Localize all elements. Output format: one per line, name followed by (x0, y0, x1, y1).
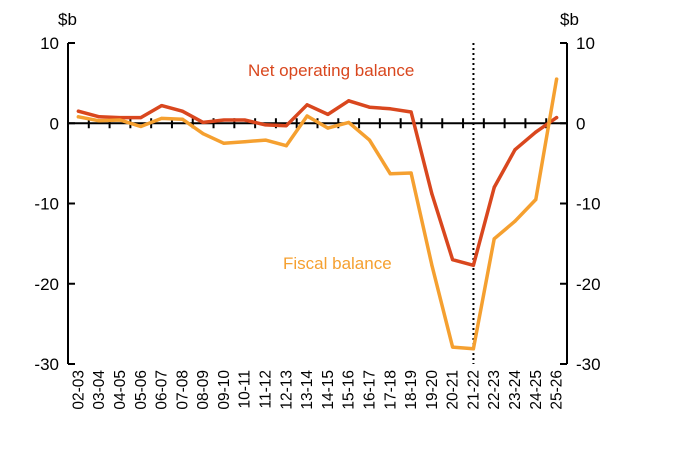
series-label-fiscal-balance: Fiscal balance (283, 254, 392, 273)
right-y-tick-label: -10 (576, 195, 601, 214)
data-point (388, 107, 392, 111)
data-point (118, 118, 122, 122)
data-point (367, 138, 372, 142)
data-point (243, 140, 247, 144)
x-tick-label: 11-12 (258, 370, 275, 409)
data-point (451, 345, 455, 349)
data-point (492, 237, 496, 241)
data-point (97, 119, 101, 123)
data-point (222, 141, 226, 145)
data-point (409, 171, 413, 175)
data-point (139, 116, 143, 120)
x-tick-label: 18-19 (403, 370, 420, 410)
series-line-fiscal-balance (76, 77, 559, 351)
data-point (534, 197, 538, 202)
x-tick-label: 09-10 (216, 370, 233, 410)
x-tick-label: 22-23 (486, 370, 503, 410)
x-tick-label: 19-20 (424, 370, 441, 410)
data-point (263, 138, 268, 142)
x-tick-label: 20-21 (445, 370, 462, 410)
data-point (263, 123, 268, 127)
data-point (76, 109, 80, 113)
data-point (201, 120, 205, 125)
left-y-tick-label: -20 (34, 275, 59, 294)
x-tick-label: 08-09 (195, 370, 212, 410)
left-y-tick-label: -30 (34, 355, 59, 374)
data-point (451, 258, 455, 262)
data-point (513, 148, 517, 152)
data-point (471, 263, 476, 267)
x-tick-label: 24-25 (528, 370, 545, 410)
data-point (409, 110, 413, 114)
left-y-tick-label: 10 (40, 34, 59, 53)
x-tick-label: 03-04 (91, 370, 108, 410)
data-point (284, 124, 288, 128)
right-y-tick-label: -30 (576, 355, 601, 374)
x-tick-label: 02-03 (70, 370, 87, 410)
data-point (159, 103, 164, 108)
x-tick-label: 17-18 (382, 370, 399, 410)
left-y-tick-label: -10 (34, 195, 59, 214)
x-tick-label: 16-17 (361, 370, 378, 410)
data-point (347, 99, 351, 103)
series-line-net-operating-balance (76, 99, 559, 268)
data-point (492, 185, 496, 190)
data-point (347, 120, 351, 125)
right-y-unit-label: $b (560, 10, 579, 29)
data-point (305, 103, 309, 107)
right-y-tick-label: 0 (576, 114, 585, 133)
data-point (471, 347, 476, 351)
x-tick-label: 07-08 (174, 370, 191, 410)
data-point (430, 263, 434, 267)
data-point (180, 109, 184, 113)
x-tick-label: 23-24 (507, 370, 524, 410)
right-y-tick-label: 10 (576, 34, 595, 53)
data-point (222, 118, 226, 122)
left-y-unit-label: $b (58, 10, 77, 29)
data-point (367, 105, 372, 109)
data-point (430, 192, 434, 196)
data-point (326, 126, 330, 130)
x-tick-label: 21-22 (465, 370, 482, 410)
data-point (555, 77, 559, 81)
x-tick-label: 05-06 (133, 370, 150, 410)
left-y-tick-label: 0 (50, 114, 59, 133)
data-point (305, 114, 309, 118)
x-tick-label: 04-05 (112, 370, 129, 410)
data-point (326, 112, 330, 117)
x-tick-label: 06-07 (154, 370, 171, 410)
x-tick-label: 10-11 (237, 370, 254, 409)
x-tick-label: 13-14 (299, 370, 316, 410)
x-tick-label: 25-26 (549, 370, 566, 410)
data-point (76, 115, 80, 119)
data-point (159, 116, 164, 121)
data-point (534, 130, 538, 134)
data-point (513, 219, 517, 223)
right-y-tick-label: -20 (576, 275, 601, 294)
data-point (284, 144, 288, 148)
series-label-net-operating-balance: Net operating balance (248, 61, 414, 80)
data-point (97, 115, 101, 119)
data-point (139, 124, 143, 129)
data-point (180, 117, 184, 121)
x-tick-label: 12-13 (278, 370, 295, 410)
data-point (201, 132, 205, 136)
data-point (243, 118, 247, 122)
data-point (388, 172, 392, 176)
x-tick-label: 14-15 (320, 370, 337, 410)
data-point (555, 116, 559, 120)
x-tick-label: 15-16 (341, 370, 358, 410)
